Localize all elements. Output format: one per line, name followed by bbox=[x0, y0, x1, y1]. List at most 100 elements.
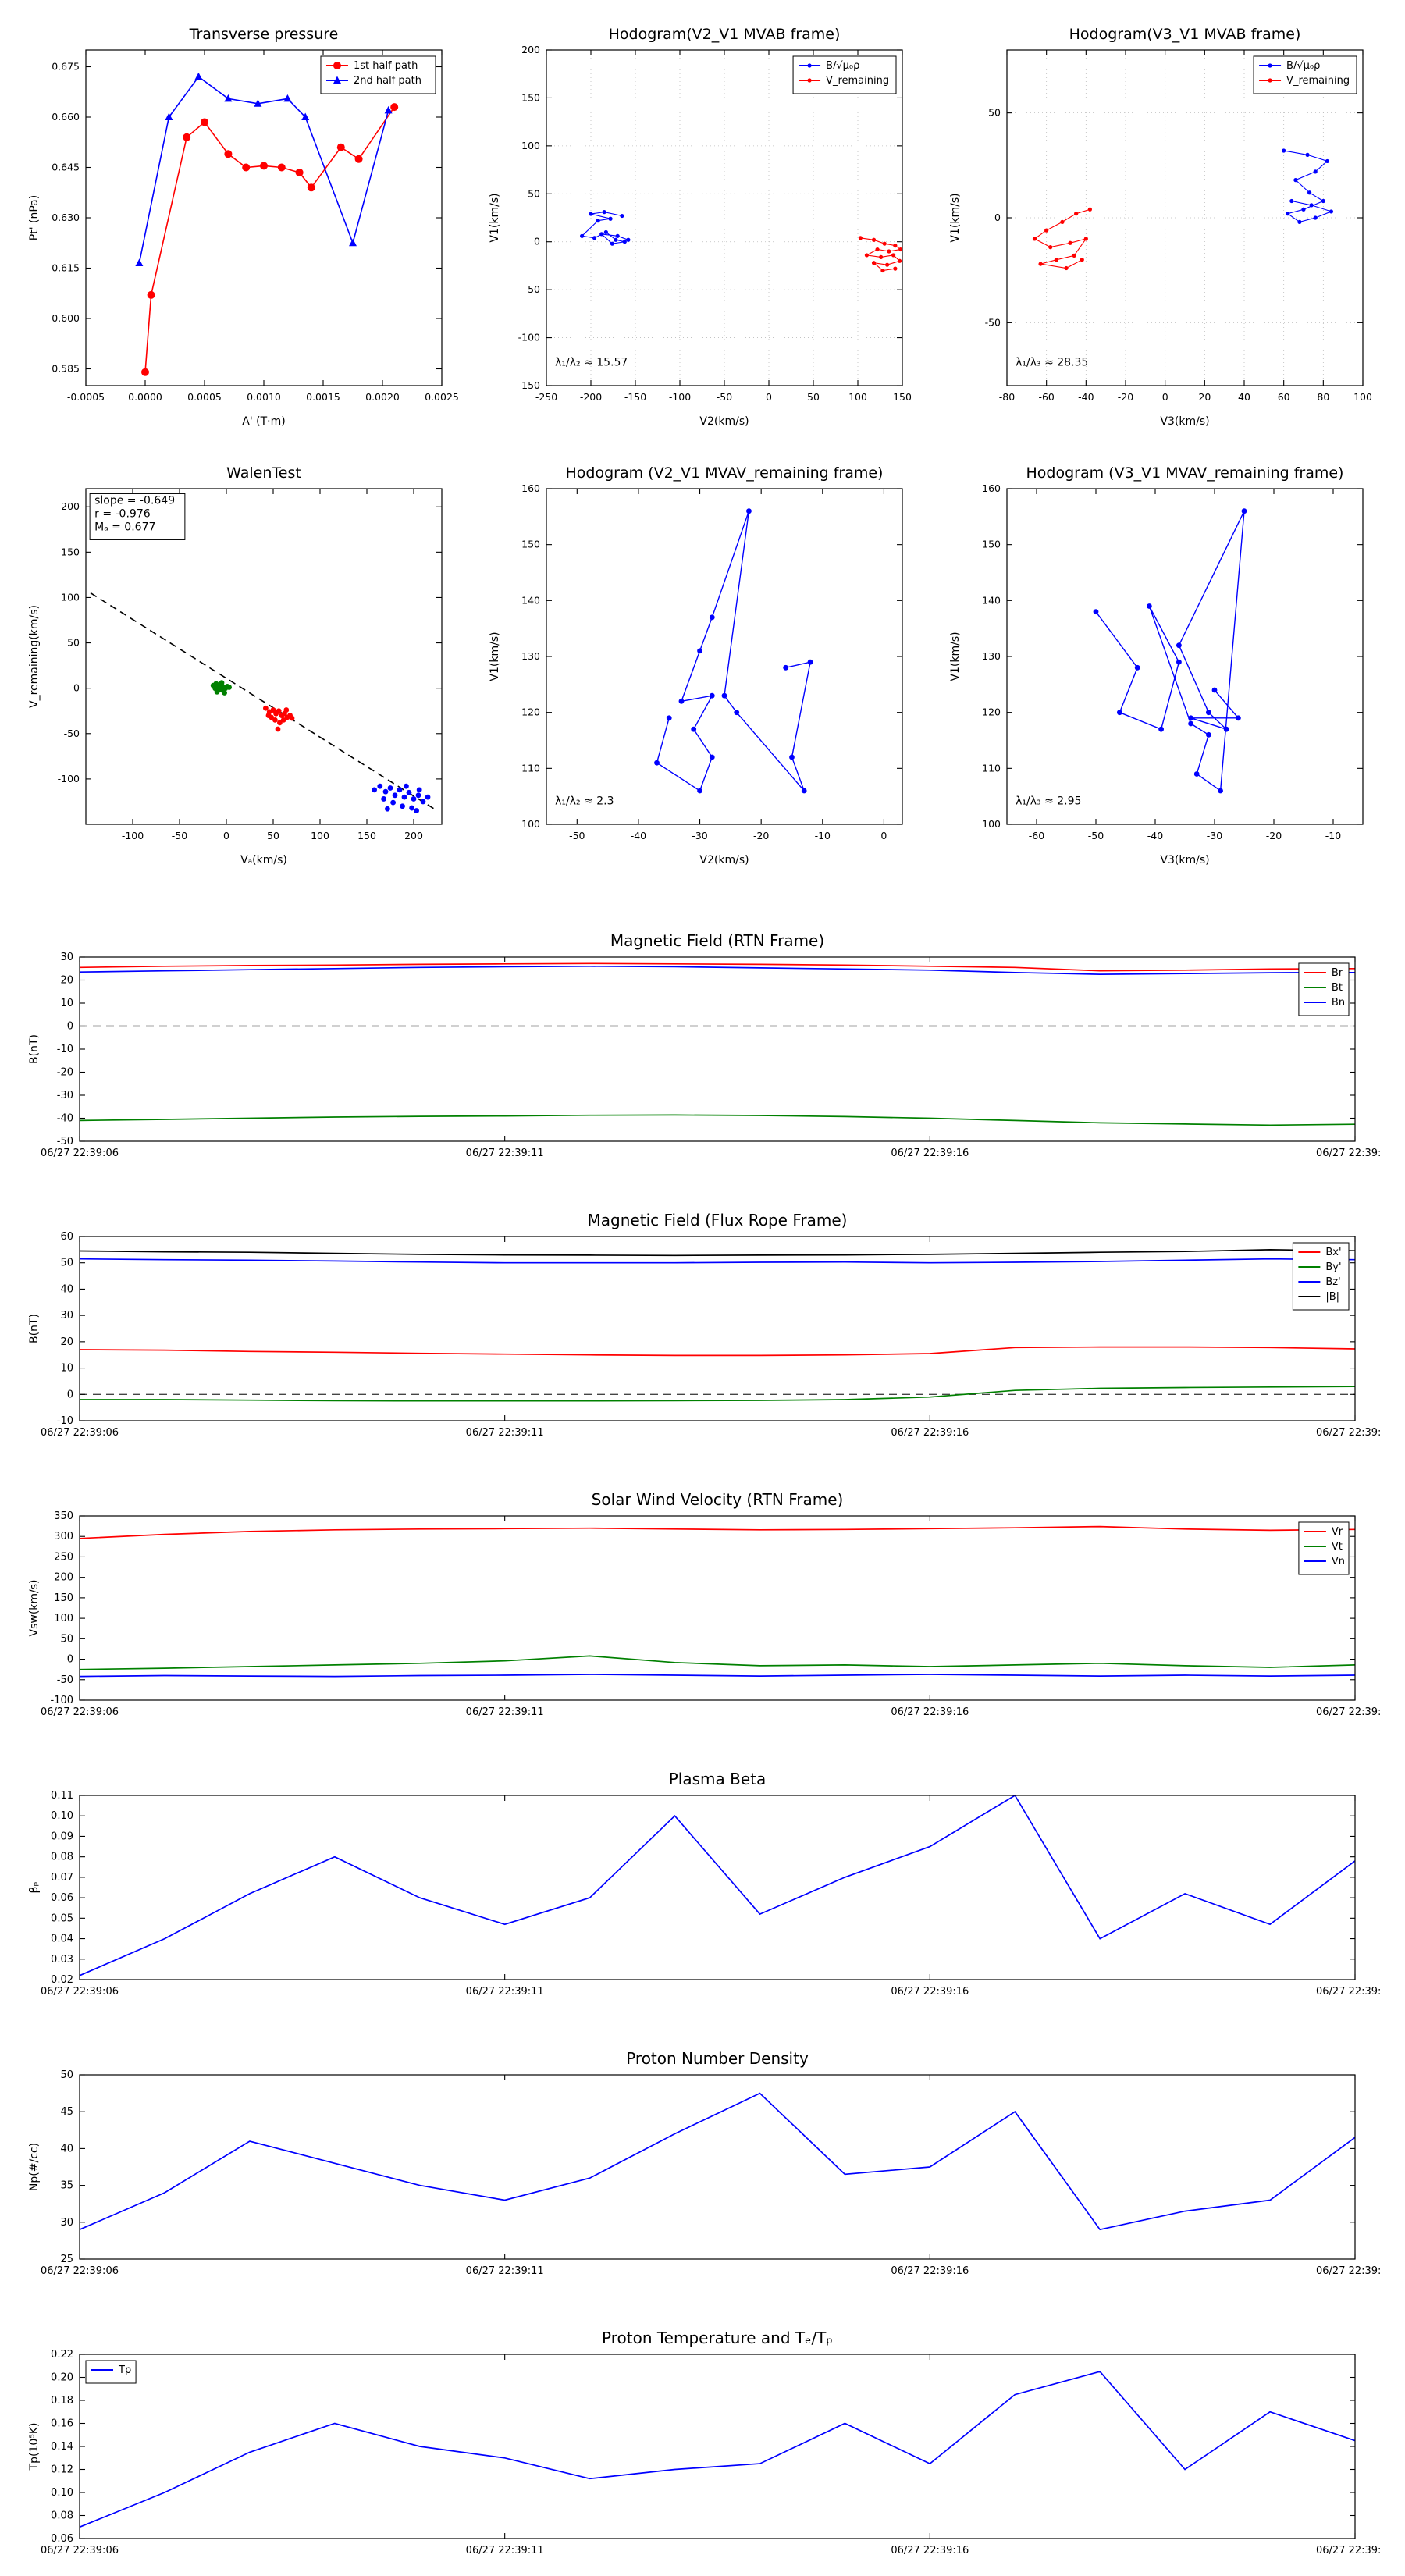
svg-text:2nd half path: 2nd half path bbox=[354, 75, 422, 87]
svg-text:Bx': Bx' bbox=[1325, 1247, 1341, 1258]
svg-text:160: 160 bbox=[982, 482, 1001, 494]
svg-text:50: 50 bbox=[60, 1258, 73, 1269]
svg-text:60: 60 bbox=[1278, 391, 1290, 403]
svg-text:06/27 22:39:21: 06/27 22:39:21 bbox=[1316, 1986, 1382, 1998]
svg-text:50: 50 bbox=[60, 1633, 73, 1645]
svg-text:150: 150 bbox=[357, 830, 376, 841]
series-Bx' bbox=[79, 1346, 1356, 1357]
svg-text:06/27 22:39:06: 06/27 22:39:06 bbox=[41, 2265, 119, 2277]
svg-text:-50: -50 bbox=[172, 830, 187, 841]
svg-text:Tp(10⁵K): Tp(10⁵K) bbox=[28, 2423, 41, 2471]
legend-box bbox=[85, 2360, 137, 2384]
svg-text:50: 50 bbox=[267, 830, 279, 841]
svg-text:V2(km/s): V2(km/s) bbox=[699, 854, 749, 866]
svg-text:-10: -10 bbox=[1325, 830, 1341, 841]
svg-text:-50: -50 bbox=[57, 1136, 73, 1147]
svg-text:-0.0005: -0.0005 bbox=[67, 391, 105, 403]
svg-text:20: 20 bbox=[60, 975, 73, 987]
svg-text:0: 0 bbox=[73, 682, 80, 694]
svg-text:Transverse pressure: Transverse pressure bbox=[189, 26, 339, 43]
svg-text:30: 30 bbox=[60, 1310, 73, 1322]
svg-text:λ₁/λ₂ ≈ 15.57: λ₁/λ₂ ≈ 15.57 bbox=[555, 356, 628, 368]
svg-text:140: 140 bbox=[982, 594, 1001, 606]
svg-text:Pt' (nPa): Pt' (nPa) bbox=[28, 195, 41, 240]
svg-text:0.11: 0.11 bbox=[51, 1790, 73, 1802]
svg-text:-40: -40 bbox=[631, 830, 646, 841]
hodogram-v2v1-mvav-svg: -50 -40 -30 -20 -10 0 100 110 120 130 140 150 160 Hod… bbox=[484, 453, 921, 874]
svg-text:-100: -100 bbox=[58, 773, 80, 785]
svg-text:0.0025: 0.0025 bbox=[425, 391, 459, 403]
svg-text:-50: -50 bbox=[1088, 830, 1104, 841]
svg-text:25: 25 bbox=[60, 2254, 73, 2265]
svg-text:06/27 22:39:11: 06/27 22:39:11 bbox=[466, 2265, 544, 2277]
svg-text:06/27 22:39:16: 06/27 22:39:16 bbox=[891, 1706, 969, 1718]
svg-text:Mₐ = 0.677: Mₐ = 0.677 bbox=[94, 521, 155, 533]
svg-text:-10: -10 bbox=[815, 830, 831, 841]
annotation-box bbox=[89, 493, 186, 540]
series-line bbox=[79, 1794, 1356, 1976]
svg-text:0.0000: 0.0000 bbox=[128, 391, 162, 403]
svg-text:Hodogram(V2_V1 MVAB frame): Hodogram(V2_V1 MVAB frame) bbox=[609, 26, 841, 43]
svg-text:-60: -60 bbox=[1038, 391, 1054, 403]
svg-text:0: 0 bbox=[534, 236, 540, 247]
svg-text:Vr: Vr bbox=[1332, 1526, 1343, 1538]
svg-text:0.0015: 0.0015 bbox=[306, 391, 340, 403]
svg-text:40: 40 bbox=[60, 2143, 73, 2154]
svg-text:0.630: 0.630 bbox=[52, 212, 80, 223]
plot-hodogram-v2v1-mvab: -250 -200 -150 -100 -50 0 50 100 150 -150 -100 -50 0… bbox=[484, 14, 921, 436]
svg-text:-200: -200 bbox=[580, 391, 602, 403]
svg-text:200: 200 bbox=[521, 44, 540, 55]
series-Vt bbox=[79, 1655, 1356, 1670]
svg-text:-20: -20 bbox=[1266, 830, 1282, 841]
svg-text:V_remaining: V_remaining bbox=[826, 75, 889, 87]
svg-text:0.585: 0.585 bbox=[52, 363, 80, 375]
svg-text:B/√μ₀ρ: B/√μ₀ρ bbox=[1286, 60, 1320, 72]
svg-text:0: 0 bbox=[994, 212, 1001, 223]
svg-text:06/27 22:39:16: 06/27 22:39:16 bbox=[891, 2545, 969, 2556]
svg-text:Hodogram(V3_V1 MVAB frame): Hodogram(V3_V1 MVAB frame) bbox=[1069, 26, 1301, 43]
svg-text:Vsw(km/s): Vsw(km/s) bbox=[28, 1579, 41, 1636]
svg-text:06/27 22:39:06: 06/27 22:39:06 bbox=[41, 1706, 119, 1718]
plot-transverse-pressure: -0.0005 0.0000 0.0005 0.0010 0.0015 0.0020 0.0… bbox=[23, 14, 461, 436]
axes-frame bbox=[79, 1515, 1356, 1701]
svg-text:By': By' bbox=[1325, 1261, 1341, 1273]
svg-text:06/27 22:39:11: 06/27 22:39:11 bbox=[466, 1427, 544, 1439]
svg-text:06/27 22:39:16: 06/27 22:39:16 bbox=[891, 1986, 969, 1998]
svg-text:06/27 22:39:21: 06/27 22:39:21 bbox=[1316, 2265, 1382, 2277]
proton-temperature-svg: 06/27 22:39:06 06/27 22:39:11 06/27 22:39:… bbox=[23, 2323, 1382, 2573]
svg-text:06/27 22:39:11: 06/27 22:39:11 bbox=[466, 2545, 544, 2556]
svg-text:06/27 22:39:11: 06/27 22:39:11 bbox=[466, 1147, 544, 1159]
series-line bbox=[656, 511, 811, 792]
svg-text:0.02: 0.02 bbox=[51, 1974, 73, 1986]
svg-text:06/27 22:39:21: 06/27 22:39:21 bbox=[1316, 1147, 1382, 1159]
svg-text:0.06: 0.06 bbox=[51, 2533, 73, 2545]
svg-text:40: 40 bbox=[1238, 391, 1250, 403]
svg-text:110: 110 bbox=[982, 762, 1001, 774]
svg-text:0.16: 0.16 bbox=[51, 2418, 73, 2430]
svg-text:60: 60 bbox=[60, 1231, 73, 1243]
svg-text:-20: -20 bbox=[57, 1067, 73, 1079]
svg-text:V1(km/s): V1(km/s) bbox=[489, 632, 501, 681]
svg-text:Hodogram (V2_V1 MVAV_remaining: Hodogram (V2_V1 MVAV_remaining frame) bbox=[566, 464, 884, 482]
plot-walen-test: -100 -50 0 50 100 150 200 -100 -50 0 50 100 150 200 Wa… bbox=[23, 453, 461, 874]
legend-box bbox=[792, 55, 897, 94]
series-|B| bbox=[79, 1249, 1356, 1257]
hodogram-v2v1-mvab-svg: -250 -200 -150 -100 -50 0 50 100 150 -150 -100 -50 0… bbox=[484, 14, 921, 436]
svg-text:0.615: 0.615 bbox=[52, 262, 80, 274]
svg-text:06/27 22:39:06: 06/27 22:39:06 bbox=[41, 1427, 119, 1439]
svg-text:-40: -40 bbox=[57, 1113, 73, 1125]
svg-text:110: 110 bbox=[521, 762, 540, 774]
svg-text:Magnetic Field (RTN Frame): Magnetic Field (RTN Frame) bbox=[610, 931, 824, 950]
plot-proton-temperature: 06/27 22:39:06 06/27 22:39:11 06/27 22:39:… bbox=[23, 2323, 1382, 2573]
svg-text:-50: -50 bbox=[57, 1674, 73, 1686]
solar-wind-velocity-svg: 06/27 22:39:06 06/27 22:39:11 06/27 22:39:… bbox=[23, 1485, 1382, 1735]
svg-text:-100: -100 bbox=[122, 830, 144, 841]
series-line bbox=[90, 592, 438, 812]
series-Vr bbox=[79, 1525, 1356, 1539]
svg-text:160: 160 bbox=[521, 482, 540, 494]
svg-text:0: 0 bbox=[67, 1389, 73, 1400]
plasma-beta-svg: 06/27 22:39:06 06/27 22:39:11 06/27 22:39:… bbox=[23, 1764, 1382, 2014]
svg-text:0.12: 0.12 bbox=[51, 2464, 73, 2476]
axes-frame bbox=[79, 1795, 1356, 1980]
